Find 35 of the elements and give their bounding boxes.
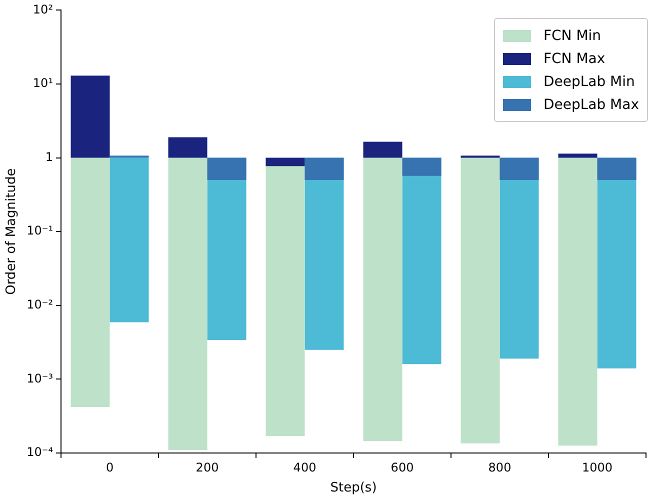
legend-label: FCN Min — [543, 28, 602, 44]
x-tick-label: 1000 — [582, 460, 613, 474]
y-tick-label: 10¹ — [32, 76, 54, 90]
y-tick-label: 10⁻¹ — [26, 224, 54, 238]
legend-label: FCN Max — [543, 50, 606, 66]
bar — [70, 76, 110, 158]
x-tick-label: 200 — [196, 460, 219, 474]
bar — [266, 158, 305, 166]
bar — [363, 142, 402, 158]
bar — [500, 158, 539, 180]
x-axis-title: Step(s) — [330, 480, 377, 496]
bar — [304, 158, 344, 180]
bar — [110, 158, 149, 322]
bar — [597, 158, 636, 180]
y-tick-label: 1 — [45, 150, 54, 164]
bar — [70, 158, 110, 408]
bar — [168, 158, 208, 450]
x-tick-label: 0 — [106, 460, 114, 474]
legend-label: DeepLab Max — [543, 96, 639, 112]
legend-label: DeepLab Min — [543, 74, 635, 90]
y-axis-title: Order of Magnitude — [4, 168, 20, 295]
bar — [207, 158, 246, 180]
y-tick-label: 10⁻² — [26, 298, 54, 312]
y-tick-label: 10⁻³ — [26, 371, 54, 386]
bar — [168, 137, 208, 158]
bar — [558, 154, 598, 158]
x-tick-label: 600 — [390, 460, 414, 474]
x-tick-label: 800 — [488, 460, 512, 474]
y-tick-label: 10² — [32, 2, 54, 16]
bar — [402, 158, 442, 176]
x-tick-label: 400 — [293, 460, 316, 474]
bar — [363, 158, 402, 442]
y-tick-label: 10⁻⁴ — [26, 445, 54, 460]
bar — [558, 158, 598, 446]
bar — [460, 158, 500, 444]
